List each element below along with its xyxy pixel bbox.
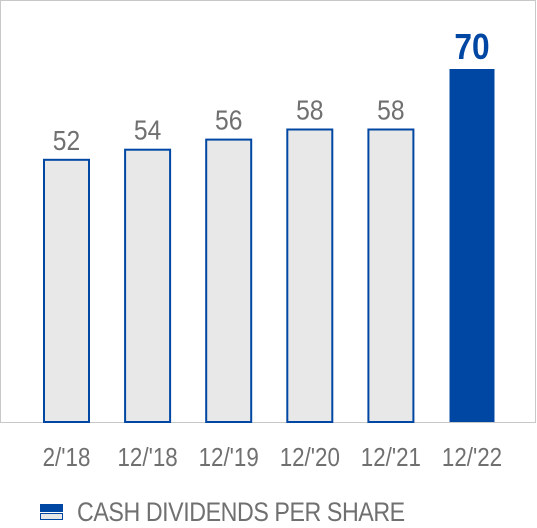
bar-2 (124, 148, 172, 423)
legend: CASH DIVIDENDS PER SHARE (40, 496, 458, 528)
value-label-5: 58 (377, 94, 404, 126)
category-label-5: 12/'21 (361, 443, 421, 472)
value-label-6: 70 (454, 27, 489, 67)
value-label-4: 58 (296, 94, 323, 126)
category-label-2: 12/'18 (118, 443, 178, 472)
category-label-1: 2/'18 (43, 443, 91, 472)
value-label-3: 56 (215, 104, 242, 136)
legend-swatch-icon (40, 504, 63, 520)
bar-5 (367, 128, 415, 423)
bar-3 (205, 138, 253, 423)
legend-label: CASH DIVIDENDS PER SHARE (77, 496, 405, 527)
category-label-4: 12/'20 (280, 443, 340, 472)
bar-4 (286, 128, 334, 423)
plot-frame (0, 0, 536, 423)
bar-chart: 52 54 56 58 58 70 2/'18 12/'18 12/'19 12/'20 12/'… (0, 0, 536, 472)
category-label-6: 12/'22 (442, 443, 502, 472)
category-label-3: 12/'19 (199, 443, 259, 472)
bar-6 (449, 69, 495, 422)
value-label-1: 52 (53, 124, 80, 156)
bar-1 (43, 158, 90, 424)
value-label-2: 54 (134, 114, 161, 146)
